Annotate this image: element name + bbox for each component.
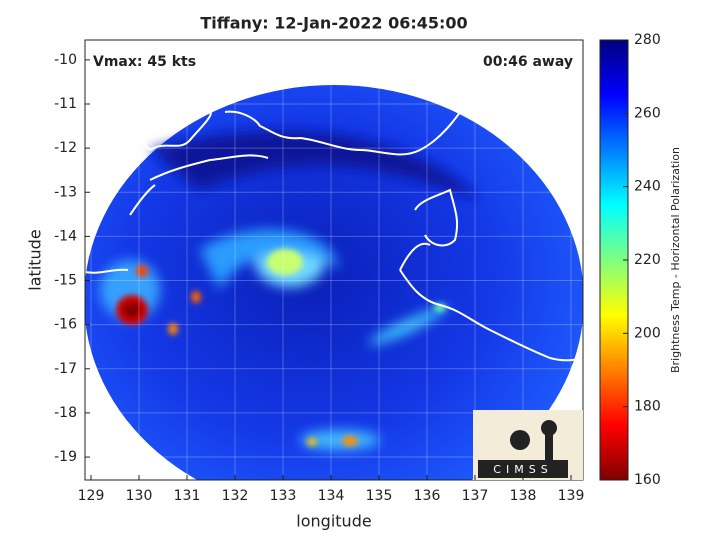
x-tick-label: 137: [462, 488, 489, 504]
y-tick-label: -10: [54, 52, 77, 68]
annotation: 00:46 away: [483, 54, 573, 70]
x-tick-label: 138: [510, 488, 537, 504]
y-tick-label: -11: [54, 96, 77, 112]
y-tick-label: -13: [54, 184, 77, 200]
y-axis-label: latitude: [26, 229, 45, 290]
x-tick-label: 129: [78, 488, 105, 504]
logo-text: CIMSS: [493, 463, 552, 476]
colorbar-tick-label: 200: [634, 325, 661, 341]
swath-image: [85, 85, 583, 480]
title: Tiffany: 12-Jan-2022 06:45:00: [200, 14, 467, 33]
colorbar-tick-label: 220: [634, 252, 661, 268]
colorbar-tick-label: 260: [634, 105, 661, 121]
y-tick-label: -14: [54, 228, 77, 244]
colorbar-tick-label: 160: [634, 472, 661, 488]
axes-frame: [84, 39, 584, 481]
x-axis-label: longitude: [296, 512, 371, 531]
y-tick-label: -12: [54, 140, 77, 156]
x-tick-label: 139: [558, 488, 585, 504]
y-tick-label: -19: [54, 449, 77, 465]
x-tick-label: 131: [174, 488, 201, 504]
annotation: Vmax: 45 kts: [93, 54, 196, 70]
y-tick-label: -17: [54, 361, 77, 377]
coastline: [85, 104, 583, 362]
logo: CIMSS: [473, 410, 583, 480]
y-tick-label: -16: [54, 317, 77, 333]
y-tick-label: -15: [54, 273, 77, 289]
grid: [85, 40, 583, 480]
x-tick-label: 134: [318, 488, 345, 504]
x-tick-label: 133: [270, 488, 297, 504]
y-tick-label: -18: [54, 405, 77, 421]
colorbar-label: Brightness Temp - Horizontal Polarizatio…: [669, 147, 682, 373]
colorbar-tick-label: 280: [634, 32, 661, 48]
x-tick-label: 132: [222, 488, 249, 504]
x-tick-label: 135: [366, 488, 393, 504]
colorbar-tick-label: 180: [634, 399, 661, 415]
x-tick-label: 130: [126, 488, 153, 504]
colorbar-tick-label: 240: [634, 179, 661, 195]
x-tick-label: 136: [414, 488, 441, 504]
